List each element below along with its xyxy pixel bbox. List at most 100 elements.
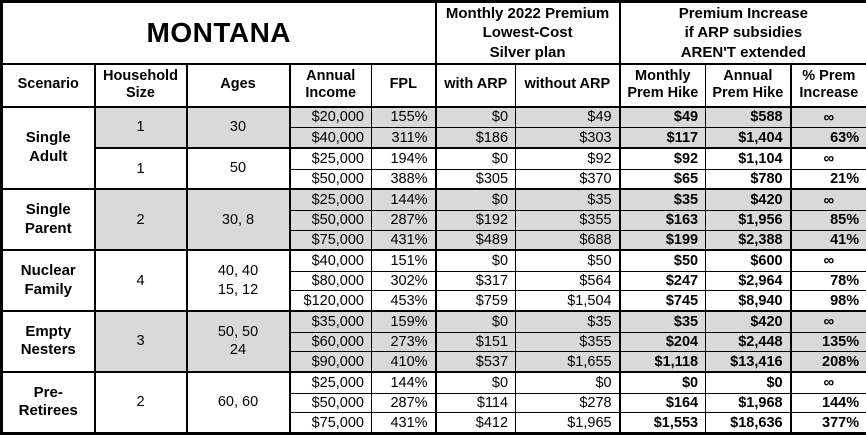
ages-cell: 30: [185, 105, 290, 149]
annual-hike-cell: $2,964: [705, 270, 792, 292]
fpl-cell: 155%: [370, 105, 437, 129]
monthly-hike-cell: $247: [618, 270, 707, 292]
fpl-cell: 287%: [370, 392, 437, 414]
annual-hike-cell: $2,448: [705, 331, 792, 353]
monthly-hike-cell: $163: [618, 209, 707, 231]
annual-hike-cell: $1,968: [705, 392, 792, 414]
income-cell: $40,000: [288, 249, 372, 272]
income-cell: $20,000: [288, 105, 372, 129]
ages-cell: 60, 60: [185, 370, 290, 434]
annual-hike-cell: $780: [705, 168, 792, 190]
fpl-cell: 431%: [370, 412, 437, 434]
fpl-cell: 144%: [370, 188, 437, 211]
with-arp-cell: $0: [434, 105, 517, 129]
col-header-fpl: FPL: [370, 62, 437, 107]
table-body: Single Adult 1 30 $20,000 155% $0 $49 $49 $588 ∞ $…: [1, 105, 866, 434]
without-arp-cell: $1,965: [515, 412, 621, 434]
col-header-annual-prem-hike: Annual Prem Hike: [705, 62, 792, 107]
monthly-hike-cell: $1,553: [618, 412, 707, 434]
with-arp-cell: $0: [434, 188, 517, 211]
income-cell: $40,000: [288, 127, 372, 149]
table-row: $60,000 273% $151 $355 $204 $2,448 135%: [2, 331, 866, 353]
fpl-cell: 388%: [370, 168, 437, 190]
annual-hike-cell: $420: [705, 188, 792, 211]
without-arp-cell: $688: [515, 229, 621, 251]
ages-cell: 40, 40 15, 12: [185, 249, 290, 312]
premium-group-header: Monthly 2022 Premium Lowest-Cost Silver …: [434, 1, 621, 64]
household-size-cell: 1: [93, 105, 187, 149]
col-header-pct-prem-increase: % Prem Increase: [789, 62, 866, 107]
fpl-cell: 410%: [370, 351, 437, 373]
with-arp-cell: $537: [434, 351, 517, 373]
without-arp-cell: $92: [515, 146, 621, 170]
monthly-hike-cell: $204: [618, 331, 707, 353]
scenario-cell: Nuclear Family: [1, 249, 95, 312]
table-row: $50,000 287% $114 $278 $164 $1,968 144%: [2, 392, 866, 414]
col-header-ages: Ages: [185, 62, 290, 107]
income-cell: $25,000: [288, 146, 372, 170]
pct-increase-cell: 144%: [789, 392, 866, 414]
income-cell: $50,000: [288, 209, 372, 231]
annual-hike-cell: $8,940: [705, 290, 792, 312]
household-size-cell: 2: [93, 370, 187, 434]
income-cell: $35,000: [288, 309, 372, 333]
table-row: $50,000 388% $305 $370 $65 $780 21%: [2, 168, 866, 190]
pct-increase-cell: ∞: [789, 105, 866, 129]
without-arp-cell: $1,504: [515, 290, 621, 312]
ages-cell: 50, 50 24: [185, 310, 290, 373]
pct-increase-cell: 41%: [789, 229, 866, 251]
pct-increase-cell: 85%: [789, 209, 866, 231]
without-arp-cell: $278: [515, 392, 621, 414]
pct-increase-cell: ∞: [789, 146, 866, 170]
without-arp-cell: $50: [515, 249, 621, 272]
fpl-cell: 431%: [370, 229, 437, 251]
with-arp-cell: $192: [434, 209, 517, 231]
table-row: Empty Nesters 3 50, 50 24 $35,000 159% $0 $35 $…: [1, 309, 866, 373]
with-arp-cell: $0: [434, 146, 517, 170]
monthly-hike-cell: $164: [618, 392, 707, 414]
household-size-cell: 2: [93, 188, 187, 251]
table-row: $75,000 431% $489 $688 $199 $2,388 41%: [2, 229, 866, 251]
income-cell: $50,000: [288, 392, 372, 414]
household-size-cell: 1: [93, 146, 187, 190]
pct-increase-cell: 78%: [789, 270, 866, 292]
without-arp-cell: $1,655: [515, 351, 621, 373]
without-arp-cell: $0: [515, 370, 621, 394]
scenario-cell: Pre- Retirees: [1, 370, 95, 434]
fpl-cell: 302%: [370, 270, 437, 292]
scenario-cell: Empty Nesters: [1, 310, 95, 373]
col-header-scenario: Scenario: [1, 62, 95, 107]
annual-hike-cell: $1,956: [705, 209, 792, 231]
fpl-cell: 311%: [370, 127, 437, 149]
table-row: $40,000 311% $186 $303 $117 $1,404 63%: [2, 127, 866, 149]
monthly-hike-cell: $199: [618, 229, 707, 251]
table-row: $75,000 431% $412 $1,965 $1,553 $18,636 377%: [2, 412, 866, 434]
with-arp-cell: $412: [434, 412, 517, 434]
pct-increase-cell: 98%: [789, 290, 866, 312]
fpl-cell: 287%: [370, 209, 437, 231]
with-arp-cell: $0: [434, 249, 517, 272]
title-row: MONTANA Monthly 2022 Premium Lowest-Cost…: [0, 1, 866, 64]
with-arp-cell: $317: [434, 270, 517, 292]
column-header-row: Scenario Household Size Ages Annual Inco…: [1, 62, 866, 107]
annual-hike-cell: $13,416: [705, 351, 792, 373]
pct-increase-cell: ∞: [789, 188, 866, 211]
table-row: $80,000 302% $317 $564 $247 $2,964 78%: [2, 270, 866, 292]
state-title: MONTANA: [0, 1, 437, 64]
pct-increase-cell: 135%: [789, 331, 866, 353]
table-row: Single Adult 1 30 $20,000 155% $0 $49 $49 $588 ∞: [1, 105, 866, 190]
with-arp-cell: $759: [434, 290, 517, 312]
monthly-hike-cell: $745: [618, 290, 707, 312]
income-cell: $60,000: [288, 331, 372, 353]
income-cell: $25,000: [288, 188, 372, 211]
household-size-cell: 3: [93, 310, 187, 373]
table-row: Single Parent 2 30, 8 $25,000 144% $0 $35 $35 $4…: [1, 188, 866, 251]
with-arp-cell: $186: [434, 127, 517, 149]
pct-increase-cell: 208%: [789, 351, 866, 373]
annual-hike-cell: $420: [705, 309, 792, 333]
monthly-hike-cell: $49: [618, 105, 707, 129]
monthly-hike-cell: $35: [618, 309, 707, 333]
annual-hike-cell: $1,404: [705, 127, 792, 149]
annual-hike-cell: $1,104: [705, 146, 792, 170]
